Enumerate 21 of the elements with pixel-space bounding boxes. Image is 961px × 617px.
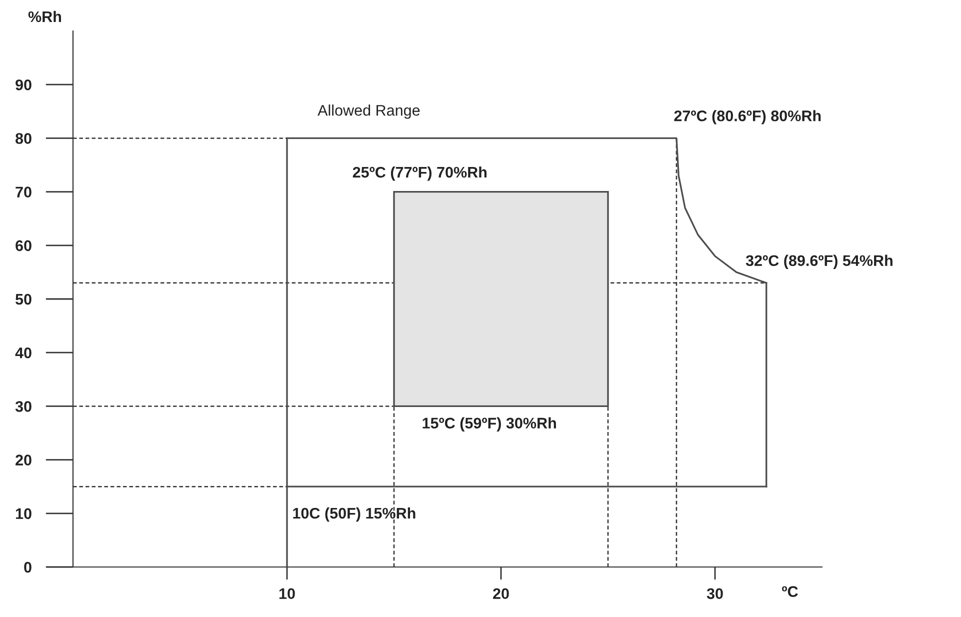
annotation: Allowed Range bbox=[318, 104, 420, 119]
y-tick-label: 90 bbox=[16, 79, 32, 90]
x-tick-label: 10 bbox=[279, 588, 295, 600]
annotation: 25ºC (77ºF) 70%Rh bbox=[352, 166, 487, 181]
y-tick-label: 30 bbox=[15, 401, 32, 412]
x-axis-title: ºC bbox=[782, 586, 798, 597]
y-tick-label: 50 bbox=[16, 294, 32, 305]
y-tick-label: 40 bbox=[15, 347, 32, 358]
annotation: 10C (50F) 15%Rh bbox=[293, 507, 416, 522]
y-axis-title: %Rh bbox=[28, 10, 62, 22]
annotation: 27ºC (80.6ºF) 80%Rh bbox=[674, 110, 821, 124]
y-tick-label: 20 bbox=[16, 454, 32, 466]
y-tick-label: 10 bbox=[16, 508, 32, 520]
annotation: 32ºC (89.6ºF) 54%Rh bbox=[746, 254, 892, 270]
y-tick-label: 60 bbox=[16, 240, 32, 252]
y-tick-label: 80 bbox=[16, 133, 32, 144]
annotation: 15ºC (59ºF) 30%Rh bbox=[422, 417, 556, 432]
y-tick-label: 70 bbox=[16, 186, 32, 198]
y-tick-label: 0 bbox=[24, 562, 32, 573]
x-tick-label: 20 bbox=[493, 588, 509, 600]
x-tick-label: 30 bbox=[706, 588, 723, 600]
